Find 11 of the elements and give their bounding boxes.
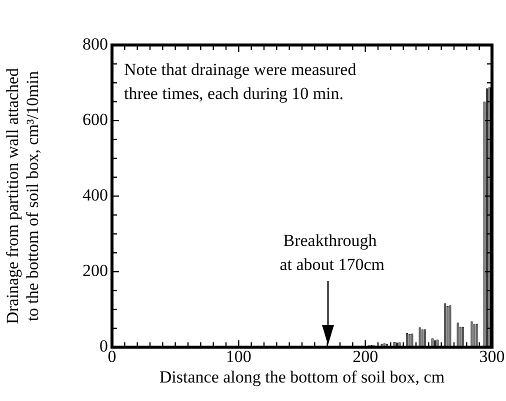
x-tick-label: 300: [479, 346, 505, 366]
annotation: Note that drainage were measured three times, each during 10 min.: [124, 60, 357, 103]
x-tick-label: 100: [226, 346, 252, 366]
y-tick-label: 600: [82, 110, 108, 130]
annotation: Breakthrough at about 170cm: [275, 231, 385, 274]
y-tick-label: 400: [82, 186, 108, 205]
y-tick-label: 800: [82, 34, 108, 54]
y-tick-label: 200: [82, 261, 108, 280]
x-axis-title: Distance along the bottom of soil box, cm: [159, 367, 445, 386]
x-tick-label: 200: [352, 346, 378, 366]
y-axis-title: Drainage from partition wall attached to the bottom of soil box, cm³/10min: [3, 68, 42, 324]
